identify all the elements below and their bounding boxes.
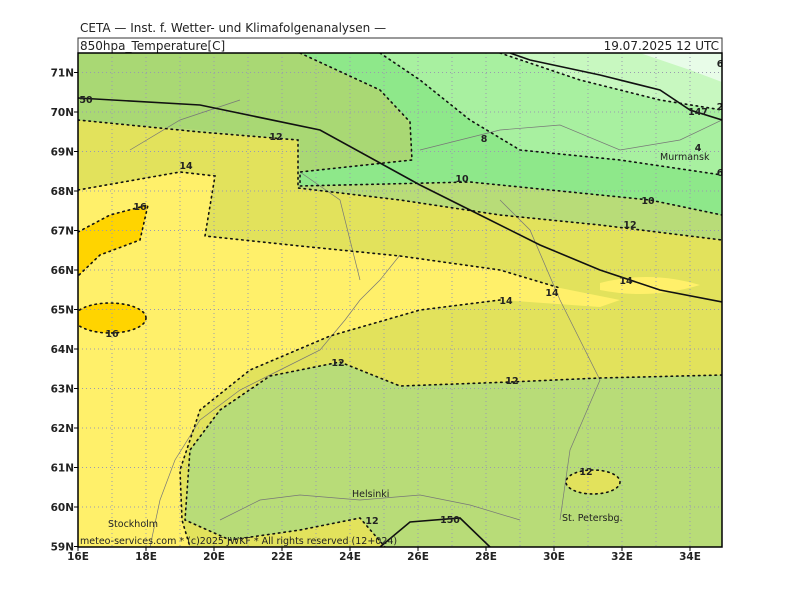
contour-label: 6 <box>717 168 724 179</box>
map-labels: 50 12 14 16 16 8 10 10 12 14 14 14 12 12 12 12 150 147 4 6 6… <box>79 59 724 530</box>
contour-label: 16 <box>133 202 147 213</box>
contour-label: 6 <box>717 59 724 70</box>
lon-label: 26E <box>407 551 429 563</box>
contour-label: 12 <box>623 220 636 231</box>
lon-label: 30E <box>543 551 565 563</box>
height-contour <box>379 517 491 547</box>
lat-label: 67N <box>51 226 74 238</box>
fill-12-east <box>566 470 620 494</box>
contour-label: 8 <box>481 134 488 145</box>
lon-label: 20E <box>203 551 225 563</box>
lat-label: 62N <box>51 423 74 435</box>
fill-14-16-east <box>600 276 700 294</box>
graticule <box>78 53 722 547</box>
contour-label: 14 <box>619 276 633 287</box>
lon-label: 22E <box>271 551 293 563</box>
place-label: Helsinki <box>352 489 389 500</box>
isotherm <box>179 299 501 547</box>
contour-label: 12 <box>579 467 592 478</box>
contour-label: 2 <box>717 102 724 113</box>
isotherm <box>379 53 722 176</box>
isotherm <box>184 361 722 547</box>
lat-label: 59N <box>51 542 74 554</box>
contour-label: 12 <box>505 376 518 387</box>
lon-label: 24E <box>339 551 361 563</box>
contour-label: 14 <box>179 161 193 172</box>
contour-label: 12 <box>269 132 282 143</box>
lon-label: 32E <box>611 551 633 563</box>
place-label: Stockholm <box>108 519 158 530</box>
lat-label: 60N <box>51 502 74 514</box>
contour-label: 14 <box>499 296 513 307</box>
lon-label: 16E <box>67 551 89 563</box>
lat-label: 70N <box>51 107 74 119</box>
header-subtitle: 850hpa_Temperature[C] <box>80 39 225 53</box>
place-label: St. Petersbg. <box>562 513 623 524</box>
height-contour <box>509 53 722 121</box>
isotherm <box>499 53 722 111</box>
coastline <box>129 99 722 547</box>
map-frame <box>77 52 723 548</box>
contour-label: 147 <box>688 107 708 118</box>
contour-label: 10 <box>455 174 469 185</box>
height-contour <box>78 97 722 303</box>
lon-label: 28E <box>475 551 497 563</box>
fill-2-4 <box>640 53 722 82</box>
contour-label: 14 <box>545 288 559 299</box>
place-label: Murmansk <box>660 152 710 163</box>
footer: meteo-services.com * (c)2025 JWKF * All … <box>80 536 397 547</box>
isotherm <box>565 469 621 495</box>
isotherm <box>78 119 722 241</box>
isotherm <box>299 53 722 216</box>
lat-label: 71N <box>51 68 74 80</box>
header-timestamp: 19.07.2025 12 UTC <box>604 39 719 53</box>
contour-label: 4 <box>695 143 702 154</box>
lon-label: 18E <box>135 551 157 563</box>
contour-label: 12 <box>331 358 344 369</box>
isotherm <box>78 171 561 289</box>
contour-label: 50 <box>79 95 93 106</box>
axes: 71N70N69N68N67N66N65N64N63N62N61N60N59N1… <box>51 68 701 564</box>
contour-label: 12 <box>365 516 378 527</box>
contour-label: 10 <box>641 196 655 207</box>
map-area: 50 12 14 16 16 8 10 10 12 14 14 14 12 12 12 12 150 147 4 6 6… <box>78 53 724 547</box>
lat-label: 61N <box>51 463 74 475</box>
fill-4-6 <box>500 53 722 110</box>
isotherm <box>78 302 147 334</box>
lat-label: 68N <box>51 186 74 198</box>
isotherm <box>78 203 150 277</box>
lon-label: 34E <box>679 551 701 563</box>
lat-label: 63N <box>51 384 74 396</box>
lat-label: 64N <box>51 344 74 356</box>
lat-label: 66N <box>51 265 74 277</box>
contour-label: 16 <box>105 329 119 340</box>
fill-12-14 <box>78 120 722 547</box>
lat-label: 65N <box>51 305 74 317</box>
header-title: CETA — Inst. f. Wetter- und Klimafolgena… <box>80 21 386 35</box>
lat-label: 69N <box>51 147 74 159</box>
contour-label: 150 <box>440 515 460 526</box>
